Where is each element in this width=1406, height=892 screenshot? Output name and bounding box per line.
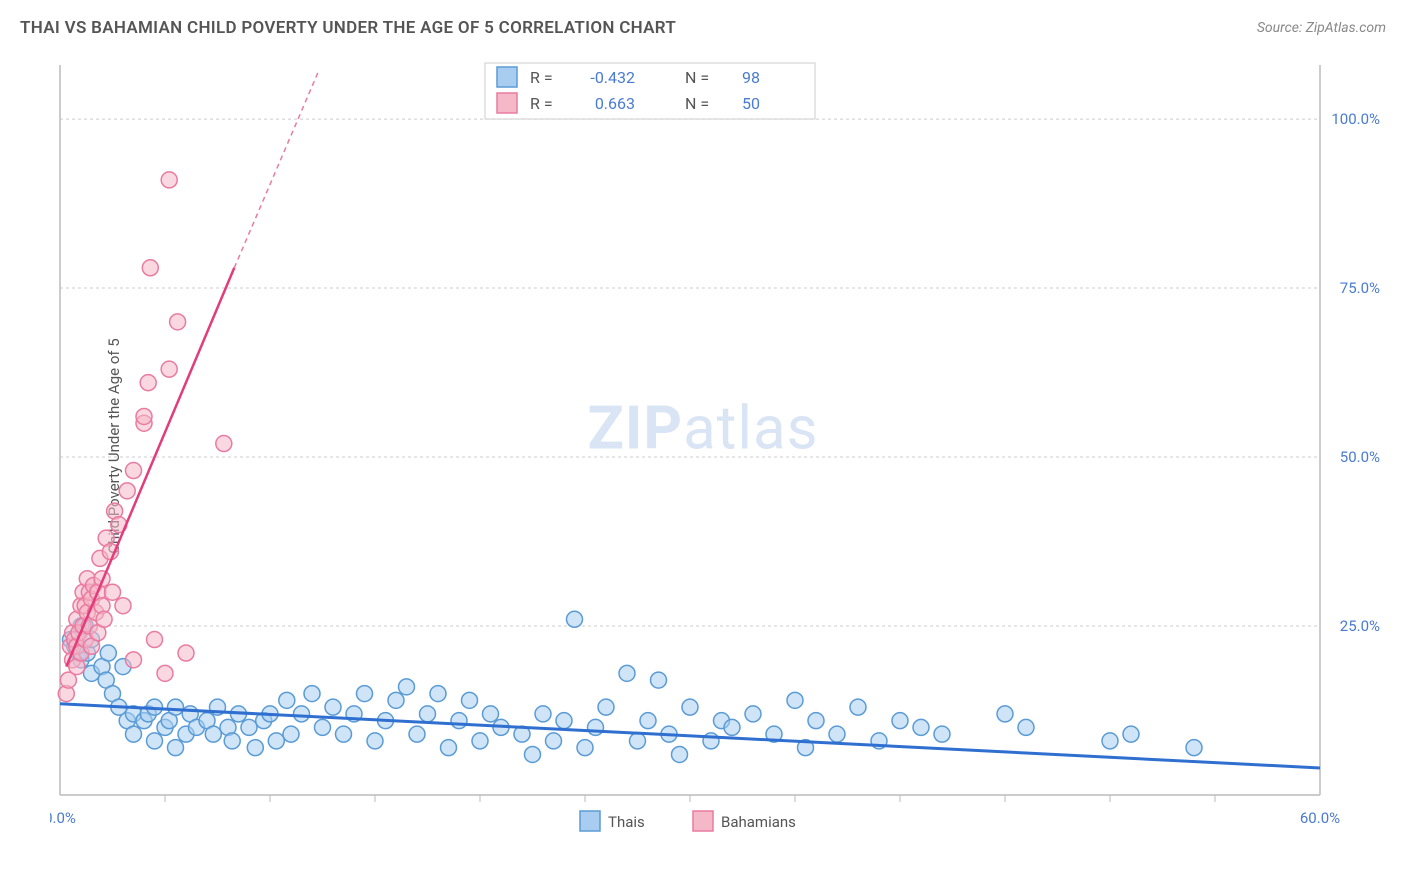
svg-text:0.0%: 0.0% — [50, 809, 76, 827]
svg-text:-0.432: -0.432 — [590, 68, 635, 87]
svg-text:50: 50 — [742, 94, 760, 113]
title-bar: THAI VS BAHAMIAN CHILD POVERTY UNDER THE… — [20, 18, 1386, 38]
svg-text:50.0%: 50.0% — [1340, 448, 1380, 466]
trend-lines — [60, 72, 1320, 768]
chart-title: THAI VS BAHAMIAN CHILD POVERTY UNDER THE… — [20, 18, 676, 38]
svg-text:R =: R = — [530, 94, 553, 113]
svg-text:60.0%: 60.0% — [1300, 809, 1340, 827]
svg-text:98: 98 — [742, 68, 760, 87]
svg-text:N =: N = — [685, 68, 709, 87]
svg-text:R =: R = — [530, 68, 553, 87]
source-name: ZipAtlas.com — [1306, 20, 1386, 36]
svg-text:100.0%: 100.0% — [1331, 110, 1380, 128]
svg-text:25.0%: 25.0% — [1340, 617, 1380, 635]
y-tick-labels: 25.0% 50.0% 75.0% 100.0% — [1331, 110, 1380, 635]
stats-box: R = -0.432 N = 98 R = 0.663 N = 50 — [485, 63, 815, 119]
svg-text:75.0%: 75.0% — [1340, 279, 1380, 297]
axes — [60, 65, 1320, 802]
legend: Thais Bahamians — [580, 811, 796, 831]
svg-text:N =: N = — [685, 94, 709, 113]
svg-text:Bahamians: Bahamians — [721, 813, 796, 831]
svg-text:0.663: 0.663 — [595, 94, 635, 113]
grid-lines — [60, 119, 1320, 626]
source-label: Source: — [1257, 20, 1302, 36]
source-credit: Source: ZipAtlas.com — [1257, 20, 1386, 36]
svg-text:Thais: Thais — [608, 813, 645, 831]
scatter-chart: R = -0.432 N = 98 R = 0.663 N = 50 Thais Bahamia… — [50, 55, 1390, 835]
scatter-points — [58, 172, 1202, 763]
